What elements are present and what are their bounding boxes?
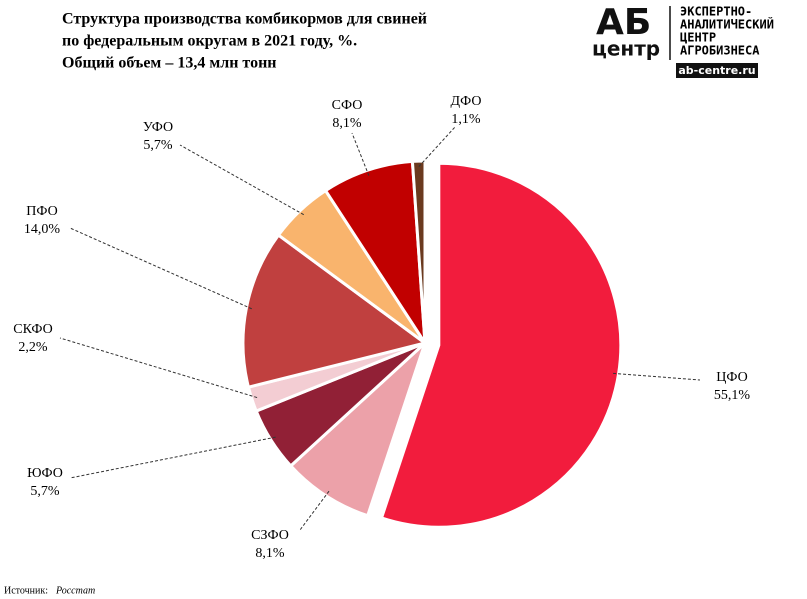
slice-label: СФО [332, 98, 363, 113]
logo-url: ab-centre.ru [678, 64, 755, 77]
leader-line [351, 132, 370, 176]
leader-line [613, 372, 701, 381]
leader-line [69, 227, 253, 310]
slice-label: ЮФО [27, 466, 63, 481]
chart-title: по федеральным округам в 2021 году, %. [62, 33, 357, 50]
leader-line [59, 337, 258, 399]
logo-text: АГРОБИЗНЕСА [680, 44, 760, 58]
logo-mark: АБ [596, 2, 651, 43]
slice-label: СКФО [13, 322, 52, 337]
slice-value: 14,0% [24, 222, 61, 237]
slice-label: ДФО [451, 94, 482, 109]
slice-value: 8,1% [332, 116, 362, 131]
logo-text: ЭКСПЕРТНО- [680, 5, 752, 19]
leader-line [299, 490, 330, 531]
slice-label: ПФО [26, 204, 57, 219]
pie-slice [410, 159, 427, 344]
leader-line [418, 126, 456, 167]
source: Росстат [55, 585, 95, 596]
logo-text: АНАЛИТИЧЕСКИЙ [680, 17, 774, 32]
slice-label: СЗФО [251, 528, 289, 543]
logo: АБ центр ЭКСПЕРТНО- АНАЛИТИЧЕСКИЙ ЦЕНТР … [592, 2, 774, 78]
leader-line [179, 144, 304, 216]
source-label: Источник: [4, 585, 48, 596]
leader-line [69, 436, 276, 479]
chart-subtitle: Общий объем – 13,4 млн тонн [62, 55, 277, 72]
slice-value: 55,1% [714, 388, 751, 403]
slice-label: ЦФО [716, 370, 747, 385]
chart-title: Структура производства комбикормов для с… [62, 11, 427, 28]
slice-label: УФО [143, 120, 173, 135]
slice-value: 5,7% [30, 484, 60, 499]
slice-value: 1,1% [451, 112, 481, 127]
logo-mark: центр [592, 37, 660, 61]
logo-text: ЦЕНТР [680, 31, 716, 45]
slice-value: 5,7% [143, 138, 173, 153]
slice-value: 2,2% [18, 340, 48, 355]
slice-value: 8,1% [255, 546, 285, 561]
pie-slice [241, 233, 429, 389]
